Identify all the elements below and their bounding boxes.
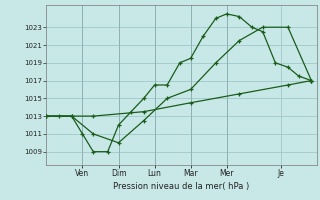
X-axis label: Pression niveau de la mer( hPa ): Pression niveau de la mer( hPa ) <box>114 182 250 191</box>
